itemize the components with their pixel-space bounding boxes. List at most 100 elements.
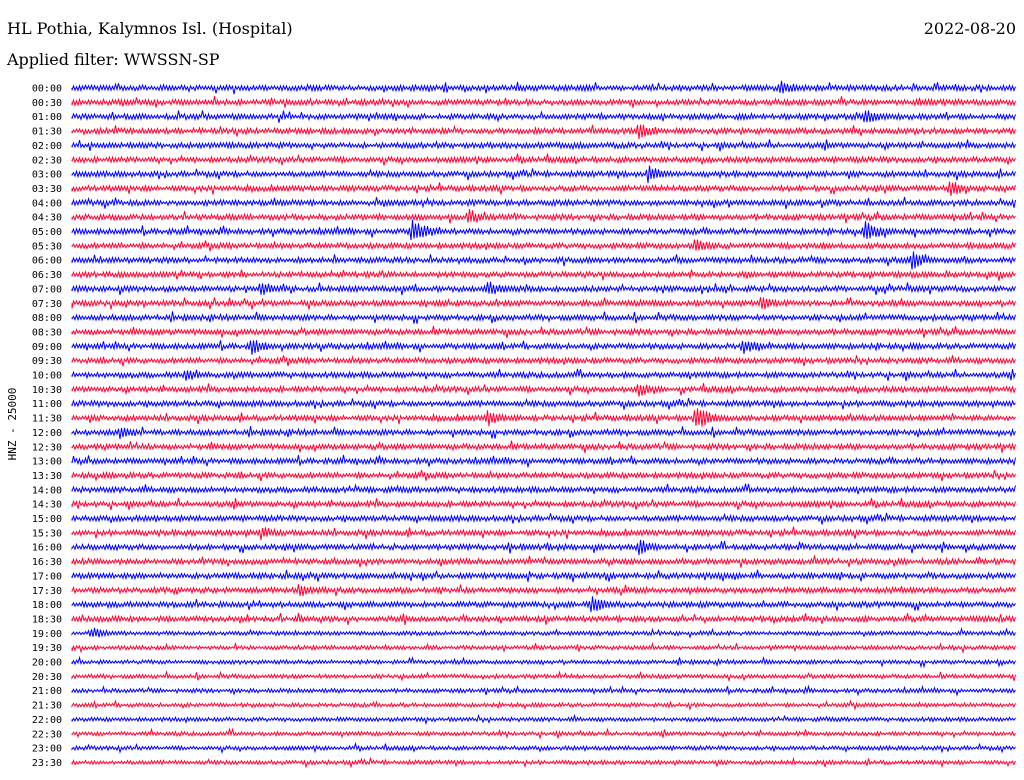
filter-label: Applied filter: WWSSN-SP bbox=[7, 50, 220, 69]
seismic-trace bbox=[71, 181, 1016, 197]
seismic-trace bbox=[71, 655, 1016, 669]
time-tick-label: 07:30 bbox=[32, 299, 62, 310]
time-tick-label: 04:00 bbox=[32, 198, 62, 209]
time-tick-label: 19:30 bbox=[32, 643, 62, 654]
time-tick-label: 07:00 bbox=[32, 284, 62, 295]
seismic-trace bbox=[71, 80, 1016, 95]
time-tick-label: 05:30 bbox=[32, 241, 62, 252]
time-tick-label: 16:00 bbox=[32, 543, 62, 554]
time-tick-label: 04:30 bbox=[32, 213, 62, 224]
seismic-trace bbox=[71, 110, 1016, 123]
time-tick-label: 02:00 bbox=[32, 141, 62, 152]
time-tick-label: 12:30 bbox=[32, 442, 62, 453]
seismic-trace bbox=[71, 684, 1016, 697]
record-date: 2022-08-20 bbox=[923, 19, 1016, 38]
seismic-trace bbox=[71, 440, 1016, 454]
time-tick-label: 20:00 bbox=[32, 658, 62, 669]
seismic-trace bbox=[71, 596, 1016, 613]
seismic-trace bbox=[71, 512, 1016, 525]
time-tick-label: 03:30 bbox=[32, 184, 62, 195]
seismic-trace bbox=[71, 670, 1016, 683]
seismic-trace bbox=[71, 165, 1016, 184]
seismic-trace bbox=[71, 153, 1016, 166]
seismic-trace bbox=[71, 397, 1016, 410]
seismic-trace bbox=[71, 627, 1016, 639]
time-tick-label: 02:30 bbox=[32, 155, 62, 166]
seismic-trace bbox=[71, 311, 1016, 324]
time-tick-label: 01:30 bbox=[32, 127, 62, 138]
time-tick-label: 06:30 bbox=[32, 270, 62, 281]
seismic-trace bbox=[71, 426, 1016, 440]
seismic-trace bbox=[71, 269, 1016, 281]
time-tick-label: 08:00 bbox=[32, 313, 62, 324]
time-tick-label: 22:30 bbox=[32, 729, 62, 740]
time-tick-label: 18:00 bbox=[32, 600, 62, 611]
time-tick-label: 06:00 bbox=[32, 256, 62, 267]
time-tick-labels: 00:00 00:30 01:00 01:30 02:00 02:30 03:00 03:30… bbox=[32, 84, 62, 769]
time-tick-label: 17:30 bbox=[32, 586, 62, 597]
time-tick-label: 17:00 bbox=[32, 571, 62, 582]
seismic-trace bbox=[71, 340, 1016, 355]
y-axis-label-group: HNZ - 25000 bbox=[6, 388, 19, 461]
seismic-trace bbox=[71, 196, 1016, 209]
seismic-trace bbox=[71, 124, 1016, 140]
time-tick-label: 14:00 bbox=[32, 485, 62, 496]
time-tick-label: 21:00 bbox=[32, 686, 62, 697]
time-tick-label: 15:00 bbox=[32, 514, 62, 525]
seismic-trace bbox=[71, 219, 1016, 241]
y-axis-label: HNZ - 25000 bbox=[6, 388, 19, 461]
time-tick-label: 23:30 bbox=[32, 758, 62, 769]
seismic-trace bbox=[71, 355, 1016, 367]
time-tick-label: 16:30 bbox=[32, 557, 62, 568]
seismic-trace bbox=[71, 569, 1016, 583]
seismic-trace bbox=[71, 96, 1016, 109]
seismic-trace bbox=[71, 408, 1016, 427]
seismic-trace bbox=[71, 209, 1016, 224]
time-tick-label: 10:00 bbox=[32, 371, 62, 382]
seismic-trace bbox=[71, 741, 1016, 755]
time-tick-label: 13:30 bbox=[32, 471, 62, 482]
time-tick-label: 00:30 bbox=[32, 98, 62, 109]
time-tick-label: 21:30 bbox=[32, 701, 62, 712]
seismic-trace bbox=[71, 368, 1016, 382]
seismic-trace bbox=[71, 555, 1016, 568]
time-tick-label: 13:00 bbox=[32, 457, 62, 468]
time-tick-label: 18:30 bbox=[32, 614, 62, 625]
seismic-trace bbox=[71, 454, 1016, 468]
seismic-trace bbox=[71, 281, 1016, 296]
seismic-trace bbox=[71, 497, 1016, 511]
seismic-trace bbox=[71, 139, 1016, 152]
time-tick-label: 09:00 bbox=[32, 342, 62, 353]
time-tick-label: 11:00 bbox=[32, 399, 62, 410]
seismic-trace bbox=[71, 584, 1016, 597]
seismic-trace bbox=[71, 612, 1016, 626]
time-tick-label: 23:00 bbox=[32, 744, 62, 755]
time-tick-label: 15:30 bbox=[32, 528, 62, 539]
seismic-trace bbox=[71, 539, 1016, 556]
time-tick-label: 08:30 bbox=[32, 327, 62, 338]
seismic-trace bbox=[71, 383, 1016, 397]
time-tick-label: 11:30 bbox=[32, 414, 62, 425]
time-tick-label: 14:30 bbox=[32, 500, 62, 511]
seismic-trace bbox=[71, 641, 1016, 655]
seismic-trace bbox=[71, 526, 1016, 541]
time-tick-label: 09:30 bbox=[32, 356, 62, 367]
time-tick-label: 10:30 bbox=[32, 385, 62, 396]
seismic-trace bbox=[71, 325, 1016, 339]
seismic-trace bbox=[71, 727, 1016, 740]
time-tick-label: 12:00 bbox=[32, 428, 62, 439]
time-tick-label: 01:00 bbox=[32, 112, 62, 123]
time-tick-label: 22:00 bbox=[32, 715, 62, 726]
seismic-trace bbox=[71, 297, 1016, 310]
seismic-trace bbox=[71, 483, 1016, 495]
time-tick-label: 03:00 bbox=[32, 170, 62, 181]
seismic-trace bbox=[71, 699, 1016, 711]
time-tick-label: 00:00 bbox=[32, 84, 62, 95]
time-tick-label: 05:00 bbox=[32, 227, 62, 238]
time-tick-label: 20:30 bbox=[32, 672, 62, 683]
station-title: HL Pothia, Kalymnos Isl. (Hospital) bbox=[7, 19, 293, 38]
seismic-trace bbox=[71, 713, 1016, 726]
seismic-trace bbox=[71, 239, 1016, 252]
seismic-trace bbox=[71, 251, 1016, 270]
